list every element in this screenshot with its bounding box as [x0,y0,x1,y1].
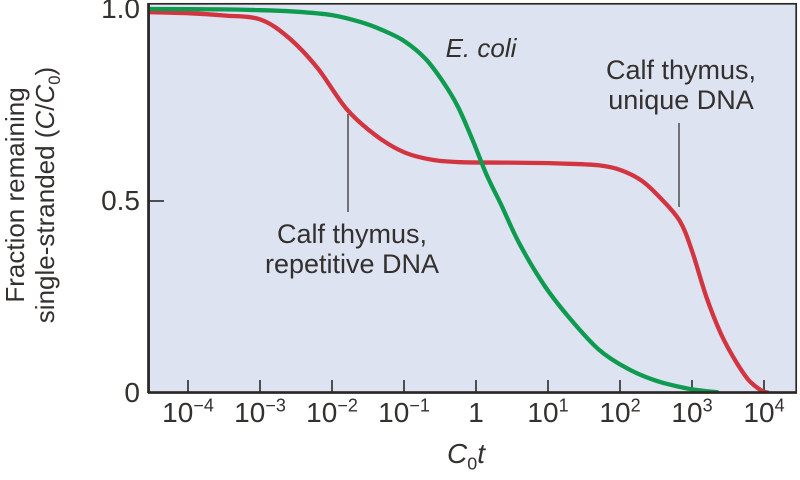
y-tick-label-0: 0 [124,377,140,408]
unique-dna-label-line1: Calf thymus, [605,55,757,85]
x-tick-label-1: 1 [468,397,484,428]
repetitive-dna-label-line2: repetitive DNA [264,249,440,279]
x-tick-label-1e-1: 10−1 [378,395,430,428]
y-tick-label-1.0: 1.0 [101,0,140,24]
repetitive-dna-label-line1: Calf thymus, [276,219,428,249]
y-axis-title-line1: Fraction remaining [0,87,30,303]
ecoli-curve-label: E. coli [445,33,517,63]
x-tick-label-1e-4: 10−4 [162,395,214,428]
x-tick-label-1e2: 102 [599,395,641,428]
calf-thymus-curve [148,9,770,393]
unique-dna-label: Calf thymus, unique DNA [606,55,756,115]
y-tick-label-0.5: 0.5 [101,185,140,216]
unique-dna-label-line2: unique DNA [608,85,754,115]
x-tick-label-1e4: 104 [743,395,785,428]
repetitive-dna-label: Calf thymus, repetitive DNA [265,219,439,279]
plot-area [148,3,797,393]
x-tick-label-1e-2: 10−2 [306,395,358,428]
x-tick-label-1e-3: 10−3 [234,395,286,428]
ecoli-curve [148,6,720,393]
x-axis-title: C0t [447,438,485,474]
x-tick-label-1e1: 101 [527,395,569,428]
x-tick-label-1e3: 103 [671,395,713,428]
